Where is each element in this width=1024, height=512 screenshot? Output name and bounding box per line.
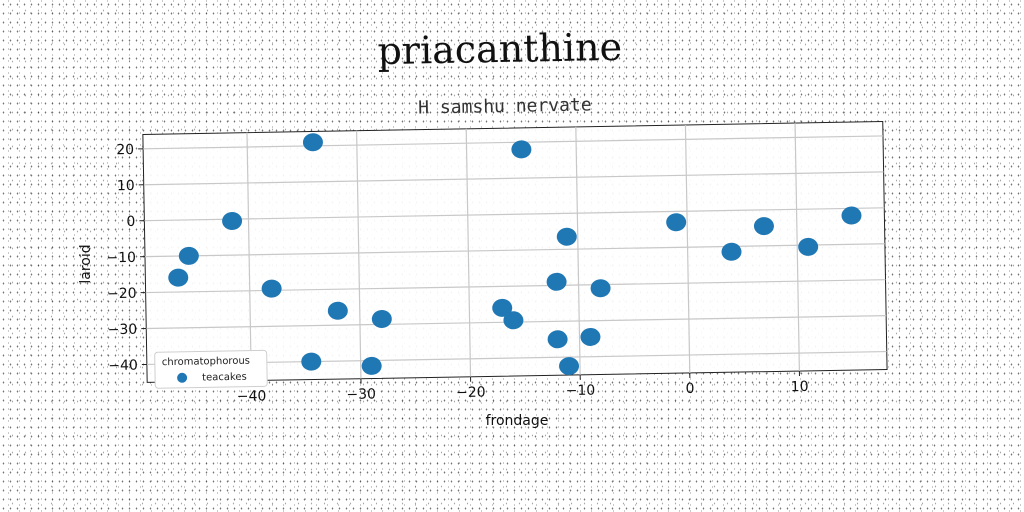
plot-area: −40 −30 −20 −10 0 10 20 10 0 −10 −20 −30 −40 chromat… xyxy=(106,121,888,405)
x-gridline xyxy=(465,128,472,377)
data-points xyxy=(168,133,862,376)
data-point xyxy=(511,140,532,159)
chart-subtitle: H samshu nervate xyxy=(418,94,592,118)
data-point xyxy=(798,237,819,256)
x-gridline xyxy=(794,123,800,372)
data-point xyxy=(361,356,382,375)
y-tick-label: −10 xyxy=(106,250,136,267)
data-point xyxy=(590,279,611,298)
data-point xyxy=(371,310,392,329)
data-point xyxy=(492,298,513,317)
data-point xyxy=(547,330,568,349)
data-point xyxy=(222,211,243,230)
chart-title: priacanthine xyxy=(377,25,622,73)
y-tick-label: −40 xyxy=(108,358,138,375)
legend: chromatophorous teacakes xyxy=(154,349,268,389)
x-axis-label: frondage xyxy=(486,413,549,429)
data-point xyxy=(301,352,322,371)
x-tick-label: 0 xyxy=(685,381,694,397)
data-point xyxy=(580,327,601,346)
y-tick-label: 10 xyxy=(117,178,135,194)
y-gridline xyxy=(146,350,887,366)
x-tick-label: −30 xyxy=(346,386,376,403)
x-tick-label: −20 xyxy=(456,385,486,402)
y-axis-label: laroid xyxy=(78,244,94,283)
x-gridline xyxy=(575,126,581,375)
data-point xyxy=(841,206,862,225)
y-gridline xyxy=(143,135,884,150)
data-point xyxy=(503,311,524,330)
y-tick-label: −30 xyxy=(108,322,138,339)
x-tick-label: 10 xyxy=(791,379,809,395)
y-tick-label: 0 xyxy=(126,214,135,230)
x-gridline xyxy=(356,130,362,379)
data-point xyxy=(261,279,282,298)
x-gridline xyxy=(246,132,252,381)
y-gridline xyxy=(143,171,884,186)
data-point xyxy=(546,272,567,291)
data-point xyxy=(327,301,348,320)
x-gridline xyxy=(684,124,691,373)
y-tick-label: 20 xyxy=(116,142,134,158)
data-point xyxy=(753,217,774,236)
data-point xyxy=(178,246,199,265)
legend-label-teacakes: teacakes xyxy=(202,372,247,384)
data-point xyxy=(666,213,687,232)
data-point xyxy=(302,133,323,152)
y-gridline xyxy=(144,243,885,258)
y-gridline xyxy=(144,207,885,222)
data-point xyxy=(559,357,580,376)
data-point xyxy=(721,242,742,261)
x-tick-label: −10 xyxy=(566,383,596,400)
legend-marker xyxy=(177,372,188,383)
y-tick-label: −20 xyxy=(107,286,137,303)
legend-title: chromatophorous xyxy=(162,356,250,369)
x-tick-label: −40 xyxy=(237,388,267,405)
plot-frame xyxy=(142,121,888,383)
data-point xyxy=(556,227,577,246)
data-point xyxy=(168,268,189,287)
axis-ticks: −40 −30 −20 −10 0 10 20 10 0 −10 −20 −30 −40 xyxy=(106,142,809,405)
